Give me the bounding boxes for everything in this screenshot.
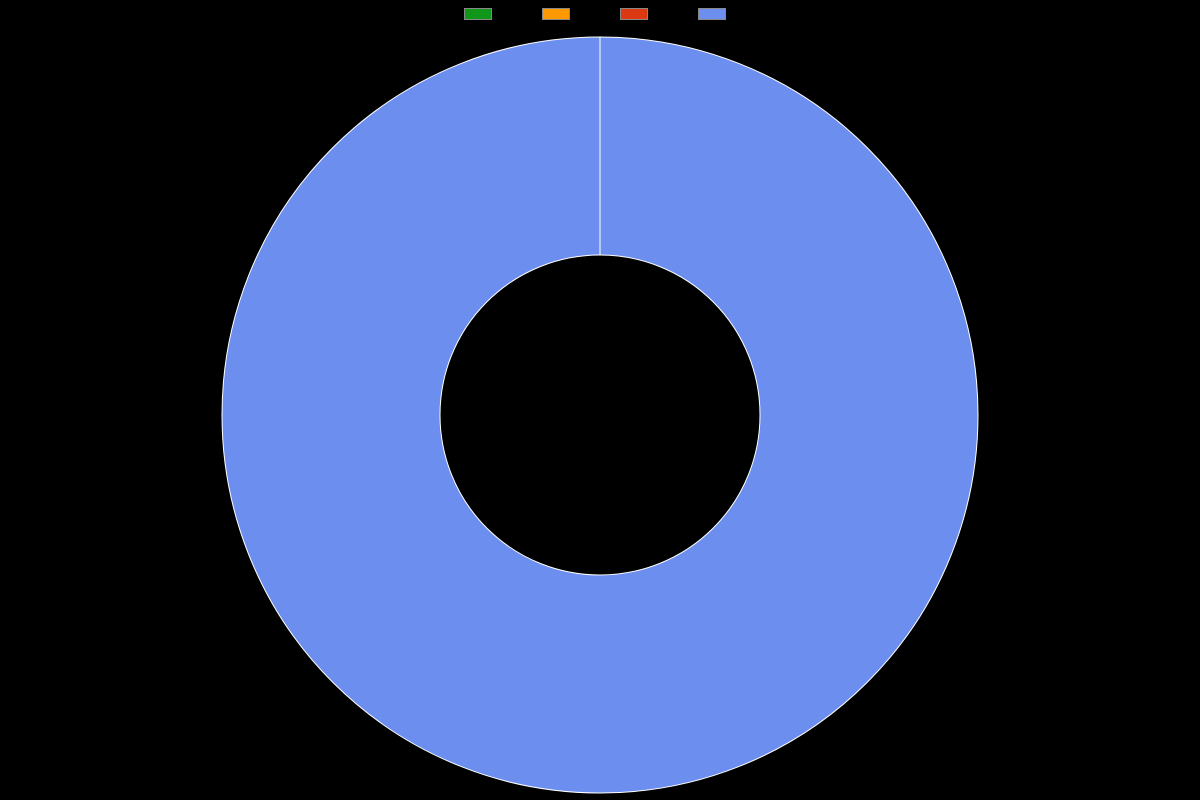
legend-swatch-3 <box>698 8 726 20</box>
legend-item-3[interactable] <box>698 8 736 20</box>
donut-chart <box>0 30 1200 800</box>
chart-container <box>0 0 1200 800</box>
legend-swatch-0 <box>464 8 492 20</box>
legend <box>0 8 1200 20</box>
legend-item-2[interactable] <box>620 8 658 20</box>
legend-swatch-1 <box>542 8 570 20</box>
legend-swatch-2 <box>620 8 648 20</box>
legend-item-0[interactable] <box>464 8 502 20</box>
legend-item-1[interactable] <box>542 8 580 20</box>
